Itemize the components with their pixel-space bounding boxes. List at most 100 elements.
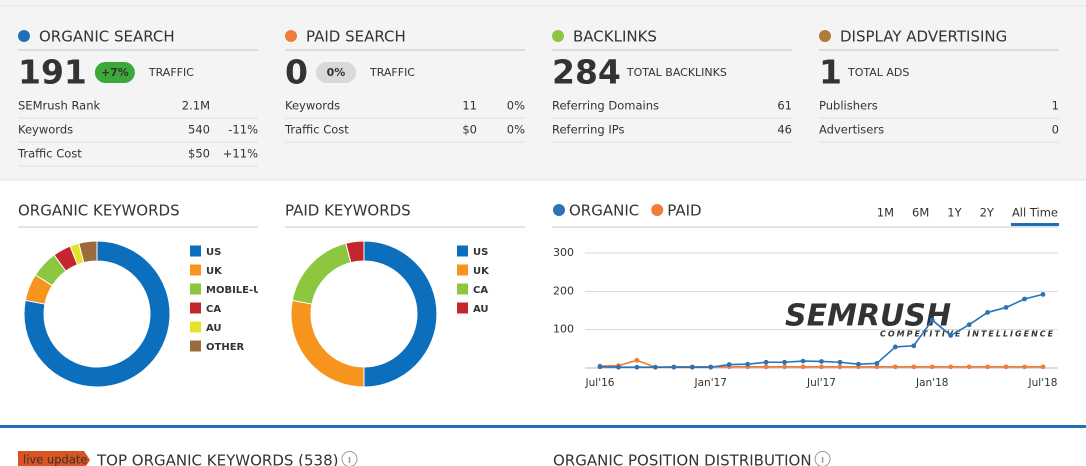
legend-swatch [457, 245, 468, 257]
legend-swatch [457, 302, 468, 314]
series-point [1003, 305, 1009, 310]
row-label: Referring IPs [552, 123, 624, 137]
donut-slice [291, 242, 352, 305]
legend-label: UK [206, 266, 223, 277]
watermark: COMPETITIVE INTELLIGENCE [880, 330, 1055, 339]
legend-swatch [190, 321, 201, 333]
series-point [708, 364, 714, 370]
legend-label: ORGANIC [569, 202, 639, 220]
donut-slice [363, 240, 438, 388]
range-button[interactable]: 2Y [980, 206, 995, 220]
legend-swatch [457, 283, 468, 295]
row-change: -11% [228, 123, 258, 137]
range-button[interactable]: 1Y [947, 206, 962, 220]
row-label: Referring Domains [552, 99, 659, 113]
badge-text: +7% [101, 66, 129, 79]
series-point [652, 364, 658, 370]
donut-slice [290, 299, 365, 388]
donut-slice [78, 240, 98, 264]
row-value: 61 [777, 99, 792, 113]
x-tick-label: Jul'16 [585, 377, 615, 389]
big-number: 0 [285, 53, 308, 92]
series-point [800, 364, 806, 370]
live-badge-text: live update [23, 453, 87, 466]
legend-label: US [206, 247, 221, 258]
series-point [634, 364, 640, 370]
series-point [726, 362, 732, 367]
range-button[interactable]: 1M [877, 206, 894, 220]
row-label: Keywords [18, 123, 73, 137]
series-point [929, 317, 935, 323]
series-point [1022, 296, 1027, 302]
legend-swatch [190, 302, 201, 314]
legend-swatch [190, 283, 201, 295]
donut-slice [23, 240, 171, 388]
legend-label: UK [473, 266, 490, 277]
row-value: 540 [188, 123, 210, 137]
row-label: Advertisers [819, 123, 884, 137]
panel-title: PAID SEARCH [306, 28, 406, 46]
series-point [597, 364, 603, 370]
row-label: Keywords [285, 99, 340, 113]
row-value: 2.1M [182, 99, 210, 113]
row-label: Publishers [819, 99, 878, 113]
panel-title: DISPLAY ADVERTISING [840, 28, 1007, 46]
metric-unit: TOTAL BACKLINKS [626, 66, 727, 79]
legend: US UK MOBILE-US CA AU OTHER [190, 245, 268, 353]
status-dot [18, 30, 30, 42]
range-button[interactable]: 6M [912, 206, 929, 220]
info-icon[interactable] [814, 451, 831, 466]
series-point [634, 357, 640, 363]
info-icon[interactable] [341, 451, 358, 466]
series-point [892, 344, 898, 350]
range-underline [1010, 223, 1059, 226]
badge-text: 0% [327, 66, 346, 79]
status-dot [285, 30, 297, 42]
legend-label: MOBILE-US [206, 285, 268, 296]
row-label: Traffic Cost [284, 123, 349, 137]
panel-title: BACKLINKS [573, 28, 657, 46]
change-badge [94, 62, 135, 83]
series-point [1003, 364, 1009, 370]
row-value: 46 [777, 123, 792, 137]
legend-swatch [190, 340, 201, 352]
metric-unit: TOTAL ADS [847, 66, 909, 79]
series-point [782, 364, 787, 370]
chart-title: ORGANIC KEYWORDS [18, 202, 180, 220]
series-point [837, 359, 843, 365]
big-number: 191 [18, 53, 87, 92]
y-tick-label: 100 [553, 323, 574, 336]
live-badge [18, 451, 90, 466]
legend-label: CA [206, 304, 221, 315]
series-point [985, 364, 991, 370]
section-title: TOP ORGANIC KEYWORDS (538) [96, 452, 339, 466]
x-tick-label: Jul'17 [806, 377, 836, 389]
summary-background [0, 0, 1086, 180]
change-badge [315, 62, 356, 83]
series-point [1040, 364, 1046, 370]
series-point [874, 364, 880, 370]
legend-dot [651, 204, 664, 216]
series-point [837, 364, 843, 370]
series-point [929, 364, 935, 370]
series-point [800, 358, 806, 364]
series-point [948, 333, 954, 338]
series-point [966, 322, 972, 328]
range-button[interactable]: All Time [1012, 206, 1058, 220]
y-tick-label: 200 [553, 284, 574, 297]
series-point [616, 364, 621, 370]
row-value: 0 [1052, 123, 1059, 137]
section-divider [0, 425, 1086, 428]
series-point [763, 364, 769, 370]
legend-label: US [473, 247, 488, 258]
row-change: 0% [507, 99, 525, 113]
series-point [874, 361, 880, 366]
legend-swatch [190, 264, 201, 276]
metric-unit: TRAFFIC [369, 66, 415, 79]
metric-unit: TRAFFIC [148, 66, 194, 79]
chart-title: PAID KEYWORDS [285, 202, 411, 220]
series-point [763, 359, 769, 365]
legend: US UK CA AU [457, 245, 490, 315]
series-point [966, 364, 972, 370]
